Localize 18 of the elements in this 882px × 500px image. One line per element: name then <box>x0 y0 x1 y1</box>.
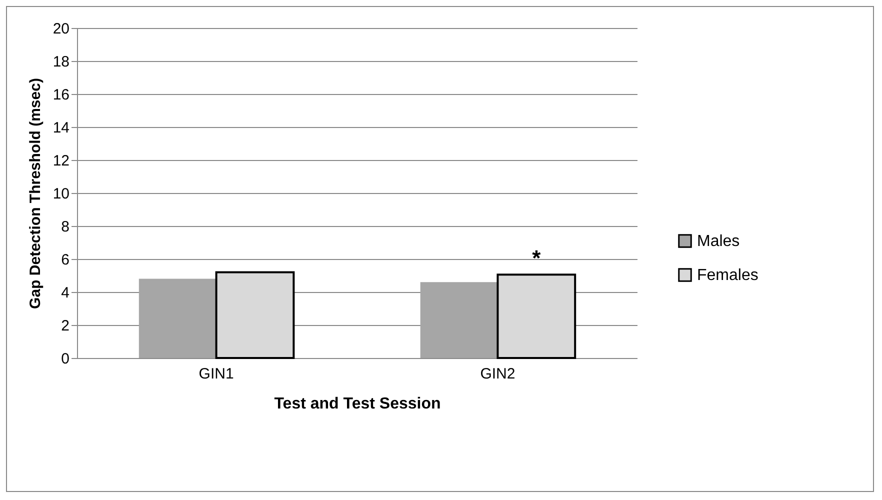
y-tick-label: 10 <box>52 186 70 202</box>
x-axis-title: Test and Test Session <box>274 396 441 412</box>
x-tick-label: GIN2 <box>480 366 516 382</box>
y-tick-label: 14 <box>52 120 70 136</box>
y-tick-label: 2 <box>61 318 70 334</box>
y-tick-label: 0 <box>61 350 70 368</box>
y-tick-label: 12 <box>52 152 70 170</box>
y-tick-label: 18 <box>52 54 70 70</box>
legend-label: Males <box>697 233 740 250</box>
y-tick-label: 16 <box>52 86 70 104</box>
y-axis-title: Gap Detection Threshold (msec) <box>26 78 44 309</box>
y-tick-label: 6 <box>61 252 70 268</box>
y-tick-label: 8 <box>61 218 70 236</box>
x-tick-label: GIN1 <box>198 366 234 382</box>
annotation: * <box>532 246 542 271</box>
y-tick-label: 4 <box>61 284 70 302</box>
legend-label: Females <box>697 267 758 284</box>
y-tick-label: 20 <box>52 20 70 38</box>
